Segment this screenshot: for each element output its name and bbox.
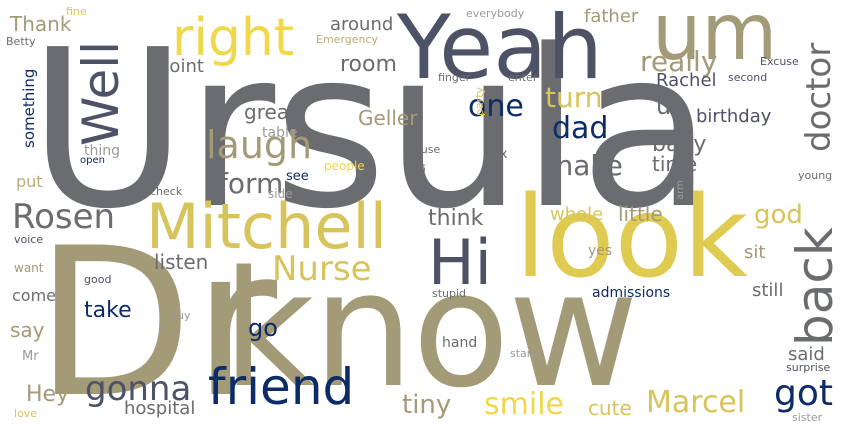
word-betty: Betty: [6, 35, 36, 48]
word-right: right: [172, 8, 295, 68]
word-friend: friend: [208, 358, 355, 416]
word-thank: Thank: [10, 12, 72, 36]
word-said: said: [788, 344, 825, 365]
word-dad: dad: [552, 111, 609, 146]
word-really: really: [640, 45, 718, 78]
word-mitchell: Mitchell: [146, 190, 388, 263]
word-say: say: [10, 318, 45, 342]
word-surprise: surprise: [786, 361, 831, 374]
word-turn: turn: [545, 81, 603, 114]
word-make: make: [546, 149, 623, 182]
word-time: time: [652, 152, 698, 176]
word-around: around: [330, 14, 394, 35]
word-take: take: [84, 298, 132, 323]
word-arm: arm: [675, 180, 686, 200]
word-rachel: Rachel: [656, 70, 717, 91]
word-excuse: Excuse: [760, 55, 799, 68]
word-marcel: Marcel: [646, 385, 746, 420]
word-gonna: gonna: [85, 369, 192, 409]
word-box: box: [484, 147, 508, 162]
word-dr: Dr: [35, 205, 278, 432]
word-go: go: [248, 314, 278, 342]
word-young: young: [798, 169, 833, 182]
word-sit: sit: [744, 242, 766, 263]
word-want: want: [14, 261, 44, 275]
word-enter: enter: [508, 71, 538, 84]
word-smile: smile: [484, 387, 564, 422]
word-nurse: Nurse: [272, 249, 372, 289]
word-sister: sister: [792, 411, 823, 424]
word-form: form: [218, 167, 284, 200]
word-check: check: [150, 185, 183, 198]
word-room: room: [340, 52, 397, 77]
word-whole: whole: [550, 204, 604, 225]
word-second: second: [728, 71, 768, 84]
word-laugh: laugh: [206, 123, 313, 167]
word-emergency: Emergency: [316, 33, 379, 46]
word-hospital: hospital: [124, 398, 196, 419]
word-listen: listen: [154, 250, 209, 274]
word-tiny: tiny: [402, 390, 452, 420]
word-put: put: [16, 172, 43, 191]
word-one: one: [468, 89, 524, 124]
word-still: still: [752, 280, 784, 301]
word-guy: guy: [170, 309, 191, 322]
word-yeah: Yeah: [397, 0, 603, 99]
word-people: people: [324, 159, 365, 173]
word-little: little: [618, 202, 663, 226]
word-good: good: [84, 273, 112, 286]
word-uh: uh: [656, 92, 687, 120]
word-hey: Hey: [26, 382, 70, 407]
word-mr: Mr: [22, 349, 39, 364]
word-voice: voice: [14, 233, 44, 246]
word-know: know: [222, 236, 639, 423]
word-rosen: Rosen: [12, 197, 116, 237]
word-back: back: [786, 227, 844, 346]
word-point: point: [158, 56, 204, 77]
word-cause: cause: [408, 143, 441, 156]
word-admissions: admissions: [592, 285, 671, 301]
word-cute: cute: [588, 396, 632, 420]
word-stupid: stupid: [432, 287, 467, 300]
word-stand: stand: [510, 347, 541, 360]
word-open: open: [80, 155, 105, 166]
word-god: god: [754, 200, 803, 230]
word-think: think: [428, 206, 484, 231]
word-father: father: [584, 6, 639, 27]
word-birthday: birthday: [696, 106, 772, 127]
word-see: see: [286, 169, 309, 184]
word-fine: fine: [66, 5, 87, 18]
word-hand: hand: [442, 335, 478, 351]
word-um: um: [652, 0, 778, 78]
word-table: table: [262, 125, 298, 141]
word-great: great: [244, 100, 297, 124]
word-well: Well: [72, 40, 130, 146]
word-yes: yes: [588, 243, 613, 259]
word-feel: feel: [415, 163, 428, 184]
word-thing: thing: [84, 143, 121, 159]
word-party: party: [473, 86, 486, 116]
word-hi: Hi: [428, 226, 492, 299]
word-love: love: [14, 407, 38, 420]
word-ursula: Ursula: [28, 4, 713, 257]
word-doctor: doctor: [799, 42, 839, 152]
word-look: look: [515, 173, 749, 303]
word-something: something: [20, 68, 38, 148]
word-come: come: [12, 286, 57, 305]
word-baby: baby: [652, 132, 707, 157]
word-finger: finger: [438, 71, 471, 84]
word-got: got: [774, 373, 833, 414]
word-everybody: everybody: [466, 7, 525, 20]
word-side: side: [268, 187, 293, 201]
word-geller: Geller: [358, 106, 418, 130]
